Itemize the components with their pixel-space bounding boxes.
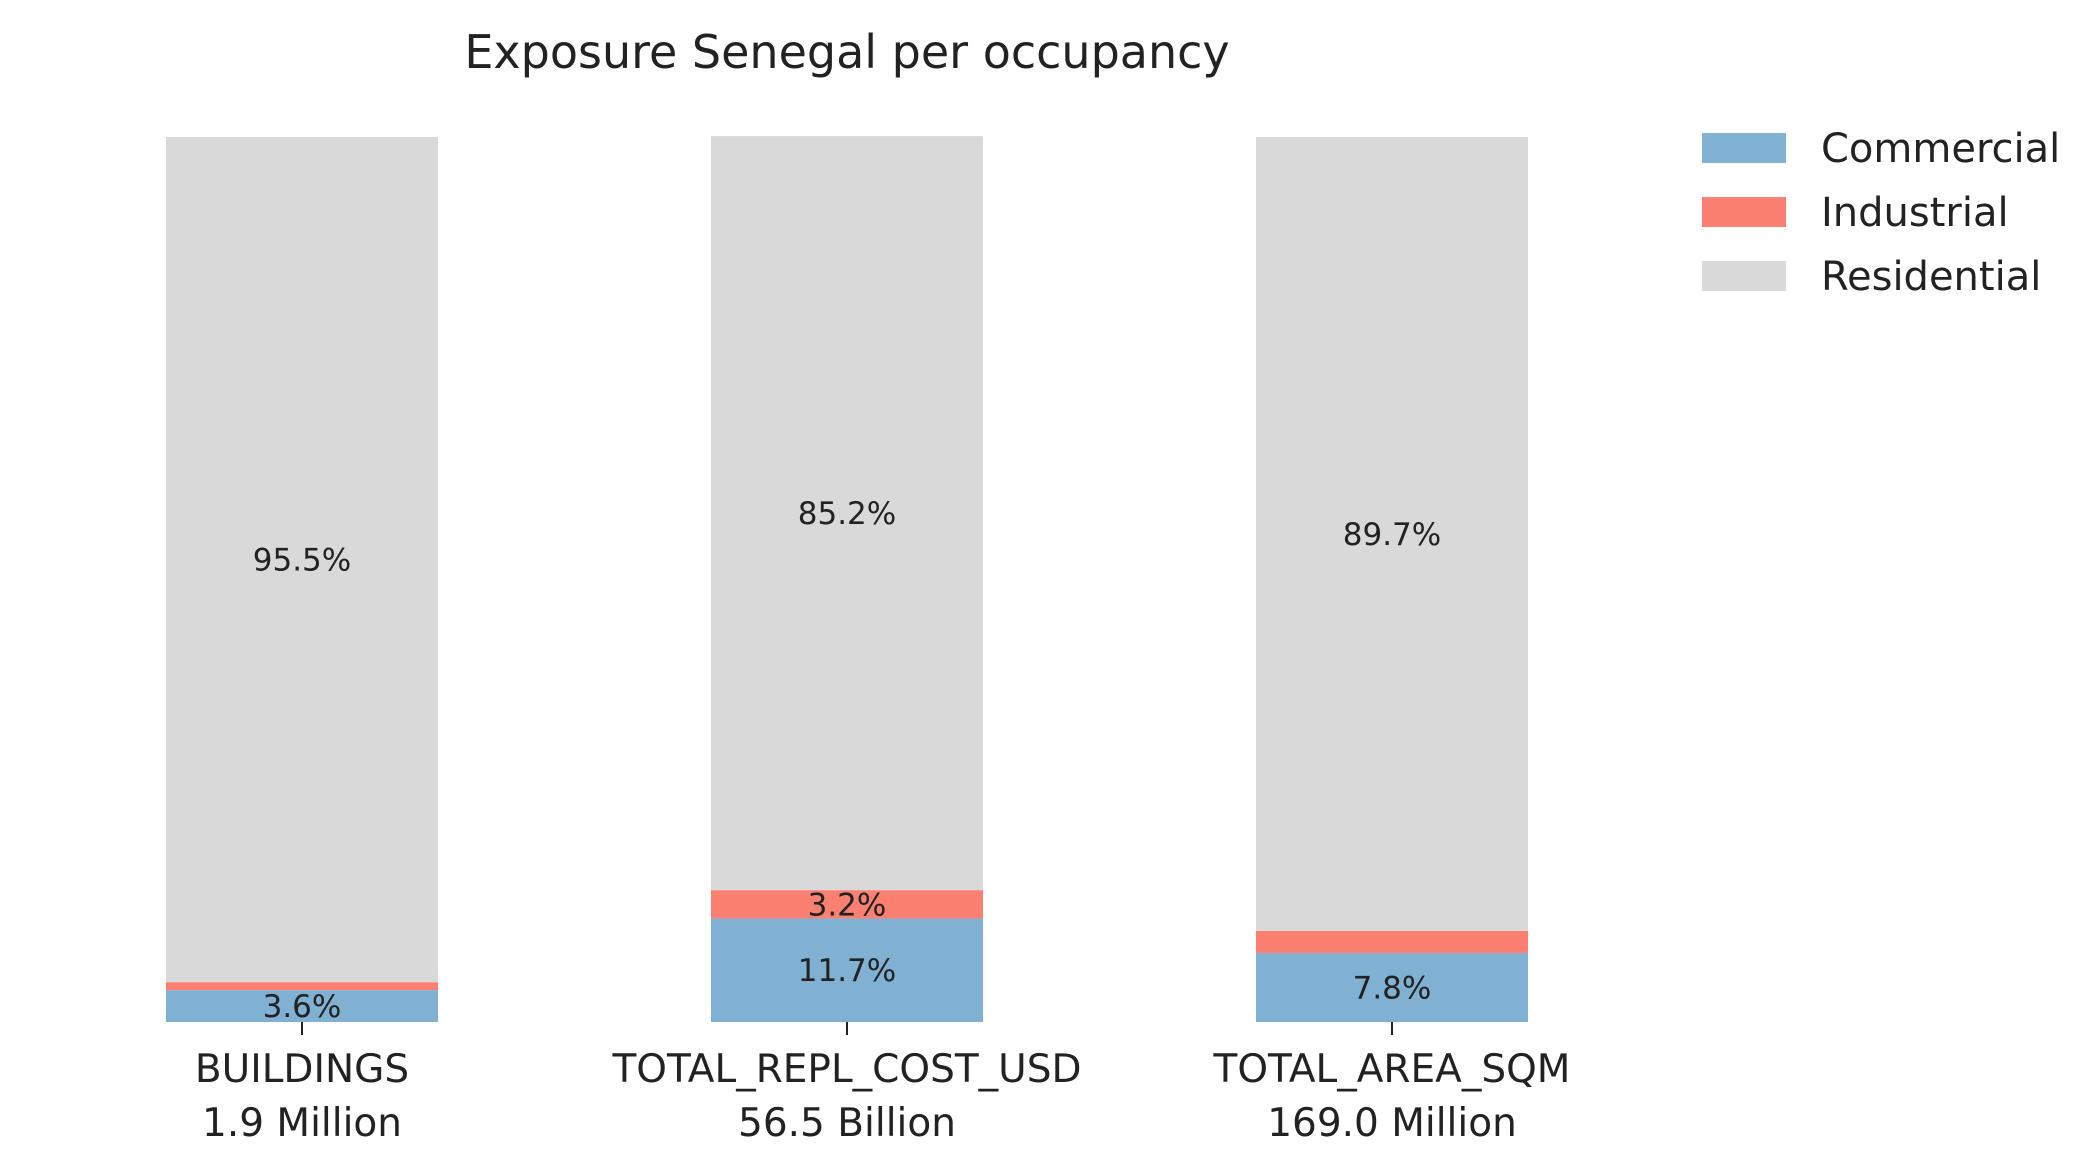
bar-segment-industrial-2 xyxy=(1256,930,1528,953)
bar-segment-commercial-0 xyxy=(166,990,438,1022)
legend-swatch-residential xyxy=(1702,261,1786,291)
x-tick-total-0: 1.9 Million xyxy=(202,1101,402,1146)
legend-label-residential: Residential xyxy=(1821,254,2041,300)
bars-layer xyxy=(166,136,1528,1022)
x-axis: BUILDINGS 1.9 Million TOTAL_REPL_COST_USD 5… xyxy=(195,1022,1571,1146)
legend-swatch-commercial xyxy=(1702,133,1786,163)
bar-segment-commercial-2 xyxy=(1256,952,1528,1022)
x-tick-label-0: BUILDINGS xyxy=(195,1047,409,1092)
bar-segment-residential-0 xyxy=(166,137,438,983)
data-label-residential-1: 85.2% xyxy=(798,496,896,532)
x-tick-total-2: 169.0 Million xyxy=(1267,1101,1517,1146)
legend-label-industrial: Industrial xyxy=(1821,190,2009,236)
legend-swatch-industrial xyxy=(1702,197,1786,227)
data-label-commercial-0: 3.6% xyxy=(263,989,342,1025)
bar-segment-residential-2 xyxy=(1256,137,1528,931)
data-label-industrial-1: 3.2% xyxy=(808,887,887,923)
x-tick-label-1: TOTAL_REPL_COST_USD xyxy=(611,1047,1081,1092)
bar-segment-industrial-1 xyxy=(711,890,983,919)
x-tick-total-1: 56.5 Billion xyxy=(738,1101,956,1146)
data-label-residential-0: 95.5% xyxy=(253,543,351,579)
bar-segment-residential-1 xyxy=(711,136,983,891)
data-label-residential-2: 89.7% xyxy=(1343,517,1441,553)
bar-segment-commercial-1 xyxy=(711,918,983,1022)
chart-title: Exposure Senegal per occupancy xyxy=(464,25,1229,79)
bar-segment-industrial-0 xyxy=(166,982,438,991)
data-labels-layer: 3.6% 95.5% 11.7% 3.2% 85.2% 7.8% 89.7% xyxy=(253,496,1441,1025)
x-tick-label-2: TOTAL_AREA_SQM xyxy=(1213,1047,1571,1092)
data-label-commercial-1: 11.7% xyxy=(798,953,896,989)
legend-label-commercial: Commercial xyxy=(1821,126,2060,172)
data-label-commercial-2: 7.8% xyxy=(1353,970,1432,1006)
legend: Commercial Industrial Residential xyxy=(1702,126,2060,300)
